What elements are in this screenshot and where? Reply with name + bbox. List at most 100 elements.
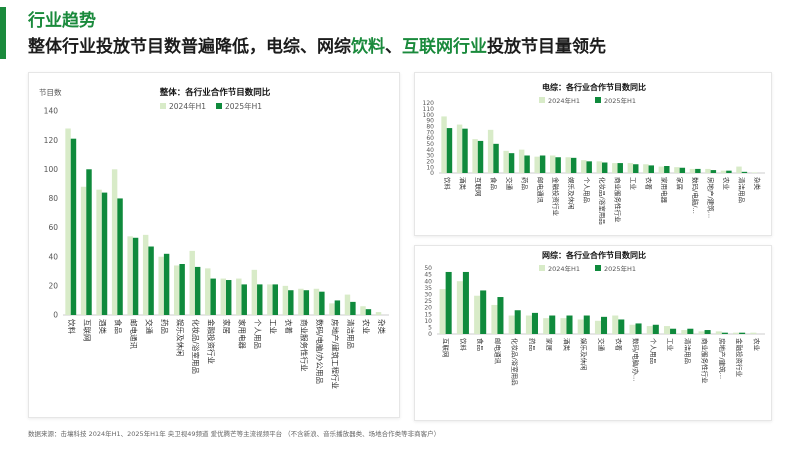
category-label: 商业服务性行业 — [701, 338, 710, 384]
legend-swatch-2024 — [539, 265, 545, 271]
category-label: 家居 — [222, 319, 232, 334]
bar-2024 — [518, 149, 525, 173]
legend-label-2024: 2024年H1 — [548, 96, 580, 105]
bar-2025 — [445, 271, 452, 334]
bar-2025 — [617, 163, 623, 173]
bar-2024 — [267, 284, 273, 315]
category-label: 金融投资行业 — [551, 177, 560, 217]
y-tick-label: 50 — [426, 141, 434, 148]
bar-2025 — [101, 192, 108, 315]
category-label: 邮电通讯 — [536, 177, 545, 204]
y-tick-label: 10 — [424, 318, 432, 325]
bar-2024 — [127, 236, 133, 315]
category-label: 工业 — [666, 338, 675, 352]
bar-2024 — [508, 315, 515, 334]
bar-2024 — [491, 304, 498, 334]
category-label: 家用电器 — [660, 177, 669, 204]
bar-2024 — [503, 150, 509, 173]
bar-2025 — [179, 264, 185, 315]
category-label: 化妆品/浴室用品 — [598, 177, 607, 225]
bar-2024 — [560, 318, 567, 334]
bar-2025 — [531, 312, 538, 334]
bar-2025 — [687, 328, 694, 334]
bar-2025 — [148, 246, 154, 315]
overall-industry-chart: 整体：各行业合作节目数同比 2024年H1 2025年H1 节目数 0 20 40 60 80 1… — [39, 87, 389, 390]
bar-2025 — [652, 324, 659, 334]
y-tick-label: 30 — [426, 153, 434, 160]
category-label: 药品 — [528, 338, 537, 351]
y-tick-label: 20 — [48, 281, 58, 290]
bar-2024 — [681, 330, 688, 334]
y-tick-label: 60 — [426, 135, 434, 142]
category-label: 互联网 — [442, 338, 451, 358]
bar-2024 — [220, 278, 226, 315]
bar-2025 — [350, 301, 356, 315]
bar-2025 — [741, 171, 748, 173]
category-label: 酒类 — [458, 177, 467, 191]
category-label: 个人用品 — [582, 177, 590, 203]
page-headline: 整体行业投放节目数普遍降低，电综、网综饮料、互联网行业投放节目量领先 — [28, 32, 606, 57]
y-tick-label: 15 — [424, 311, 432, 318]
category-label: 房地产/建筑… — [707, 177, 716, 218]
bar-2025 — [303, 290, 310, 315]
bar-2025 — [679, 167, 686, 173]
bar-2024 — [646, 326, 653, 334]
category-label: 数码/电脑/… — [691, 177, 700, 214]
bar-2024 — [612, 315, 619, 334]
category-label: 衣着 — [614, 338, 623, 352]
bar-2024 — [698, 331, 705, 334]
bar-2025 — [618, 319, 625, 334]
bar-2024 — [111, 169, 118, 315]
y-tick-label: 50 — [424, 265, 432, 272]
y-tick-label: 40 — [424, 278, 432, 285]
y-tick-label: 110 — [423, 106, 435, 113]
category-label: 邮电通讯 — [493, 338, 502, 365]
bar-2025 — [601, 316, 608, 334]
y-tick-label: 100 — [44, 165, 59, 174]
y-tick-label: 140 — [44, 107, 59, 116]
bar-2025 — [480, 290, 487, 334]
bar-2024 — [525, 315, 532, 334]
bar-2024 — [658, 166, 665, 173]
category-label: 饮料 — [443, 177, 452, 191]
bar-2025 — [462, 128, 468, 173]
category-label: 娱乐及休闲 — [175, 319, 185, 357]
bar-2024 — [142, 234, 149, 315]
category-label: 农业 — [362, 319, 372, 334]
bar-2024 — [751, 172, 758, 173]
legend-swatch-2025 — [595, 97, 601, 103]
bar-2024 — [439, 289, 446, 334]
headline-highlight-internet: 互联网行业 — [402, 37, 487, 57]
chart-title: 整体：各行业合作节目数同比 — [160, 87, 271, 98]
category-label: 衣着 — [284, 319, 294, 334]
bar-2024 — [720, 170, 727, 173]
bar-2024 — [441, 116, 447, 173]
category-label: 杂类 — [753, 177, 762, 191]
bar-2024 — [674, 167, 680, 173]
bar-2025 — [226, 280, 232, 315]
category-label: 农业 — [722, 177, 731, 191]
bar-2025 — [493, 143, 499, 173]
category-label: 工业 — [629, 177, 638, 191]
bar-2025 — [365, 309, 372, 315]
bar-2025 — [664, 166, 670, 173]
bar-2025 — [710, 170, 717, 173]
category-label: 邮电通讯 — [129, 319, 139, 349]
y-tick-label: 20 — [424, 305, 432, 312]
bar-2024 — [158, 256, 164, 315]
bar-2024 — [596, 161, 602, 173]
data-source-footnote: 数据来源：击壤科技 2024年H1、2025年H1年 央卫视49频道 爱优腾芒等… — [28, 430, 441, 438]
category-label: 食品 — [489, 177, 498, 190]
bar-2025 — [132, 237, 139, 315]
bar-2024 — [375, 312, 382, 315]
bar-2024 — [689, 168, 696, 173]
legend-label-2025: 2025年H1 — [604, 96, 636, 105]
category-label: 食品 — [113, 319, 123, 334]
category-label: 商业服务性行业 — [300, 319, 310, 372]
bar-2025 — [739, 332, 746, 334]
category-label: 交通 — [144, 319, 154, 334]
category-label: 娱乐及休闲 — [580, 338, 589, 371]
y-tick-label: 20 — [426, 158, 434, 165]
legend-swatch-2025 — [216, 103, 222, 109]
legend-swatch-2024 — [539, 97, 545, 103]
